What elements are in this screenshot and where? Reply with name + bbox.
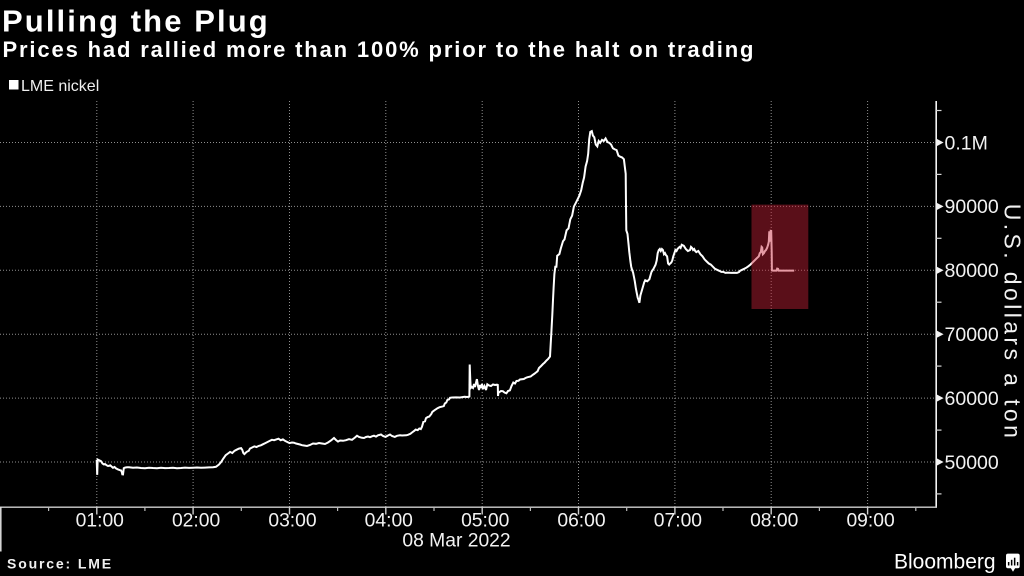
svg-text:U.S. dollars a ton: U.S. dollars a ton: [999, 204, 1024, 442]
svg-text:09:00: 09:00: [846, 510, 894, 531]
svg-text:80000: 80000: [945, 260, 999, 282]
svg-text:Source: LME: Source: LME: [7, 556, 113, 572]
svg-text:Pulling the Plug: Pulling the Plug: [2, 4, 270, 39]
svg-text:50000: 50000: [945, 452, 999, 474]
svg-text:90000: 90000: [945, 196, 999, 218]
svg-text:08:00: 08:00: [750, 510, 798, 531]
svg-text:06:00: 06:00: [557, 510, 605, 531]
svg-text:Bloomberg: Bloomberg: [894, 551, 996, 574]
svg-text:60000: 60000: [945, 388, 999, 410]
svg-text:05:00: 05:00: [461, 510, 509, 531]
svg-text:02:00: 02:00: [172, 510, 220, 531]
svg-text:70000: 70000: [945, 324, 999, 346]
svg-text:04:00: 04:00: [365, 510, 413, 531]
svg-text:LME nickel: LME nickel: [21, 78, 99, 95]
svg-text:03:00: 03:00: [268, 510, 316, 531]
svg-text:07:00: 07:00: [654, 510, 702, 531]
svg-text:Prices had rallied more than 1: Prices had rallied more than 100% prior …: [3, 37, 756, 62]
svg-text:01:00: 01:00: [76, 510, 124, 531]
svg-text:08 Mar 2022: 08 Mar 2022: [402, 531, 510, 552]
svg-text:0.1M: 0.1M: [945, 132, 988, 154]
